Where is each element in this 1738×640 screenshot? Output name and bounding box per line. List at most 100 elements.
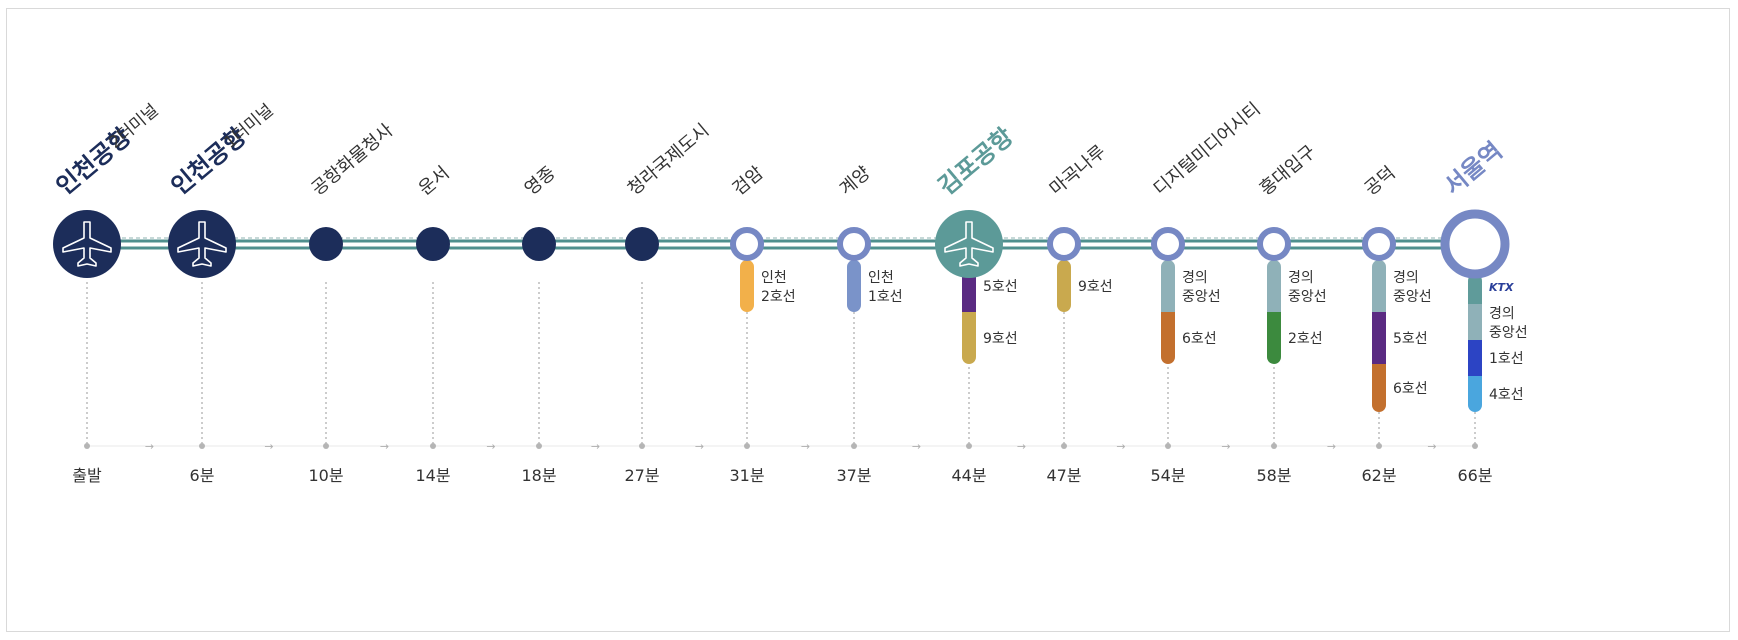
transfer-line-segment [1372, 312, 1386, 364]
arrow-icon: → [380, 440, 389, 453]
transfer-line-label: 6호선 [1393, 381, 1428, 397]
transfer-segment-join [1468, 332, 1482, 340]
station-time: 18분 [521, 466, 556, 485]
station-name: 청라국제도시 [624, 120, 714, 200]
arrow-icon: → [1017, 440, 1026, 453]
transfer-station-marker [1151, 227, 1185, 261]
station-name: 김포공항 [933, 122, 1019, 200]
station-marker [522, 227, 556, 261]
timeline-dot [1472, 443, 1478, 449]
station-time: 10분 [308, 466, 343, 485]
transfer-line-segment [1468, 340, 1482, 376]
transfer-segment-join [962, 312, 976, 320]
arrow-icon: → [1221, 440, 1230, 453]
transfer-line-segment [1267, 312, 1281, 364]
transfer-segment-join [1267, 304, 1281, 312]
timeline-dot [1165, 443, 1171, 449]
station-name: 서울역 [1439, 137, 1508, 201]
station-name: 계양 [836, 162, 875, 199]
timeline-dot [84, 443, 90, 449]
airplane-icon [944, 221, 994, 267]
transfer-line-label: 중앙선 [1489, 325, 1528, 341]
transfer-line-segment [962, 312, 976, 364]
station-time: 31분 [729, 466, 764, 485]
transfer-line-label: 경의 [1393, 270, 1419, 286]
station-time: 출발 [72, 466, 102, 485]
station-name: 운서 [415, 162, 454, 199]
transfer-line-label: 중앙선 [1182, 289, 1221, 305]
airport-station-marker [168, 210, 236, 278]
transfer-line-label: 5호선 [1393, 331, 1428, 347]
transfer-segment-join [1468, 296, 1482, 304]
transfer-line-label: 인천 [761, 270, 787, 286]
transfer-line-label: 중앙선 [1393, 289, 1432, 305]
station-time: 27분 [624, 466, 659, 485]
station-name: 디지털미디어시티 [1150, 99, 1265, 200]
timeline-dot [199, 443, 205, 449]
transfer-line-segment [1468, 376, 1482, 412]
timeline-dot [323, 443, 329, 449]
transfer-line-label: 9호선 [1078, 279, 1113, 295]
station-name: 공항화물청사 [308, 120, 398, 200]
transfer-segment-join [1372, 364, 1386, 372]
station-time: 44분 [951, 466, 986, 485]
transfer-line-label: 9호선 [983, 331, 1018, 347]
transfer-segment-join [962, 304, 976, 312]
timeline-dot [744, 443, 750, 449]
transfer-station-marker [837, 227, 871, 261]
transfer-line-label: 6호선 [1182, 331, 1217, 347]
transfer-line-segment [1161, 260, 1175, 312]
transfer-segment-join [1468, 376, 1482, 384]
station-name: 검암 [729, 162, 768, 199]
airplane-icon [62, 221, 112, 267]
arrow-icon: → [912, 440, 921, 453]
station-time: 6분 [190, 466, 215, 485]
station-time: 54분 [1150, 466, 1185, 485]
transfer-segment-join [1161, 304, 1175, 312]
timeline-dot [966, 443, 972, 449]
airport-railroad-route-diagram: → → → → → → → → → → → → →출발인천공항2터미널6분인천공항1터미널10분공항화물… [51, 99, 1528, 485]
ktx-logo: KTX [1489, 281, 1514, 294]
transfer-segment-join [1161, 312, 1175, 320]
transfer-line-segment [740, 260, 754, 312]
transfer-line-segment [847, 260, 861, 312]
transfer-line-segment [1057, 260, 1071, 312]
transfer-segment-join [1372, 312, 1386, 320]
arrow-icon: → [264, 440, 273, 453]
station-name: 영종 [521, 162, 560, 199]
station-marker [625, 227, 659, 261]
transfer-line-label: 중앙선 [1288, 289, 1327, 305]
transfer-segment-join [1468, 368, 1482, 376]
station-name: 홍대입구 [1256, 141, 1320, 200]
transfer-line-label: 경의 [1489, 306, 1515, 322]
route-panel: → → → → → → → → → → → → → 출발 인천공항 2터미널 6분 인천공항 1터미널 10분 공항화물… [6, 8, 1730, 632]
station-time: 14분 [415, 466, 450, 485]
station-time: 62분 [1361, 466, 1396, 485]
transfer-line-label: 경의 [1288, 270, 1314, 286]
transfer-segment-join [1468, 304, 1482, 312]
transfer-station-marker [730, 227, 764, 261]
transfer-line-label: 5호선 [983, 279, 1018, 295]
transfer-line-label: 4호선 [1489, 387, 1524, 403]
transfer-line-segment [1161, 312, 1175, 364]
transfer-line-label: 인천 [868, 270, 894, 286]
transfer-line-label: 1호선 [1489, 351, 1524, 367]
station-time: 66분 [1457, 466, 1492, 485]
airport-station-marker [53, 210, 121, 278]
timeline-dot [536, 443, 542, 449]
timeline-dot [639, 443, 645, 449]
station-time: 58분 [1256, 466, 1291, 485]
arrow-icon: → [1427, 440, 1436, 453]
arrow-icon: → [801, 440, 810, 453]
station-name: 공덕 [1361, 162, 1400, 199]
station-time: 47분 [1046, 466, 1081, 485]
transfer-line-segment [1267, 260, 1281, 312]
timeline-dot [851, 443, 857, 449]
station-marker [416, 227, 450, 261]
transfer-station-marker [1257, 227, 1291, 261]
terminal-station-marker [1440, 209, 1510, 279]
transfer-line-segment [1372, 260, 1386, 312]
arrow-icon: → [695, 440, 704, 453]
transfer-line-label: 2호선 [1288, 331, 1323, 347]
timeline-dot [1271, 443, 1277, 449]
